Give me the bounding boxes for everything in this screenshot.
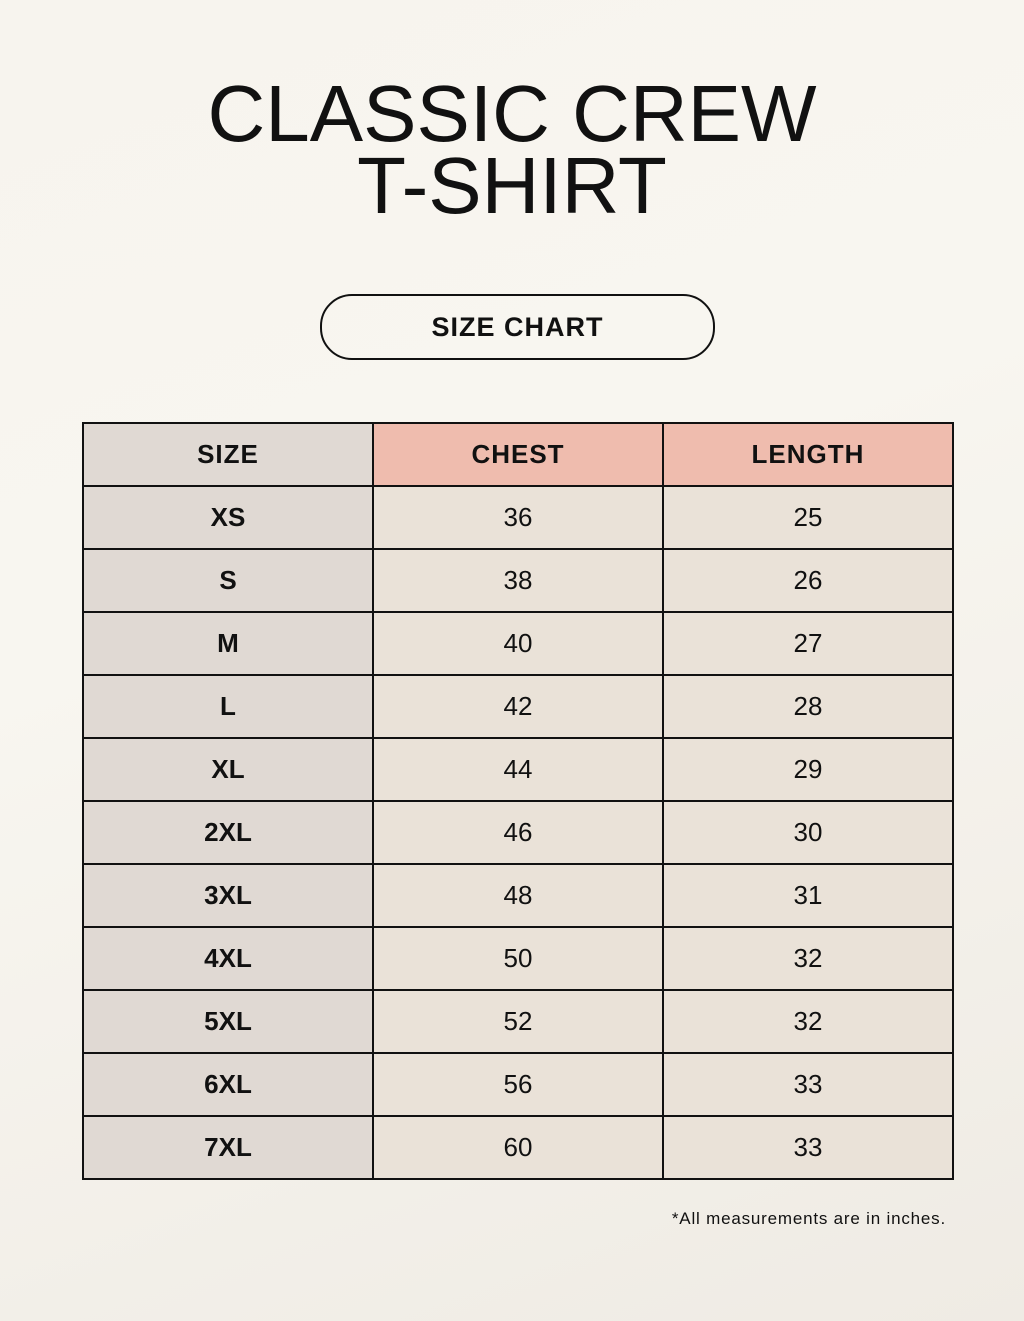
size-chart-badge: SIZE CHART <box>320 294 715 360</box>
table-row: L 42 28 <box>82 674 954 739</box>
table-row: 7XL 60 33 <box>82 1115 954 1180</box>
table-row: 4XL 50 32 <box>82 926 954 991</box>
cell-chest: 46 <box>372 800 664 865</box>
cell-length: 33 <box>662 1115 954 1180</box>
cell-length: 26 <box>662 548 954 613</box>
table-row: XS 36 25 <box>82 485 954 550</box>
size-table: SIZE CHEST LENGTH XS 36 25 S 38 26 M 40 27 L 42 28 X… <box>82 422 954 1180</box>
cell-chest: 50 <box>372 926 664 991</box>
cell-chest: 48 <box>372 863 664 928</box>
cell-chest: 36 <box>372 485 664 550</box>
cell-length: 25 <box>662 485 954 550</box>
cell-size: XS <box>82 485 374 550</box>
table-row: S 38 26 <box>82 548 954 613</box>
cell-size: 2XL <box>82 800 374 865</box>
header-length: LENGTH <box>662 422 954 487</box>
cell-size: XL <box>82 737 374 802</box>
cell-size: 6XL <box>82 1052 374 1117</box>
cell-size: S <box>82 548 374 613</box>
cell-chest: 42 <box>372 674 664 739</box>
cell-length: 33 <box>662 1052 954 1117</box>
cell-length: 31 <box>662 863 954 928</box>
measurement-note: *All measurements are in inches. <box>671 1209 946 1228</box>
title-line-1: CLASSIC CREW <box>207 69 817 158</box>
cell-chest: 56 <box>372 1052 664 1117</box>
cell-size: 7XL <box>82 1115 374 1180</box>
cell-length: 30 <box>662 800 954 865</box>
header-chest: CHEST <box>372 422 664 487</box>
cell-length: 27 <box>662 611 954 676</box>
table-row: M 40 27 <box>82 611 954 676</box>
cell-size: L <box>82 674 374 739</box>
cell-length: 32 <box>662 989 954 1054</box>
cell-size: M <box>82 611 374 676</box>
cell-chest: 44 <box>372 737 664 802</box>
table-row: 5XL 52 32 <box>82 989 954 1054</box>
cell-chest: 40 <box>372 611 664 676</box>
cell-size: 4XL <box>82 926 374 991</box>
table-row: XL 44 29 <box>82 737 954 802</box>
table-row: 6XL 56 33 <box>82 1052 954 1117</box>
cell-size: 5XL <box>82 989 374 1054</box>
table-row: 3XL 48 31 <box>82 863 954 928</box>
cell-chest: 60 <box>372 1115 664 1180</box>
cell-chest: 38 <box>372 548 664 613</box>
header-size: SIZE <box>82 422 374 487</box>
cell-chest: 52 <box>372 989 664 1054</box>
cell-length: 28 <box>662 674 954 739</box>
title-line-2: T-SHIRT <box>357 141 667 230</box>
cell-size: 3XL <box>82 863 374 928</box>
page-title: CLASSIC CREW T-SHIRT <box>0 69 1024 230</box>
table-row: 2XL 46 30 <box>82 800 954 865</box>
table-header-row: SIZE CHEST LENGTH <box>82 422 954 487</box>
cell-length: 32 <box>662 926 954 991</box>
cell-length: 29 <box>662 737 954 802</box>
